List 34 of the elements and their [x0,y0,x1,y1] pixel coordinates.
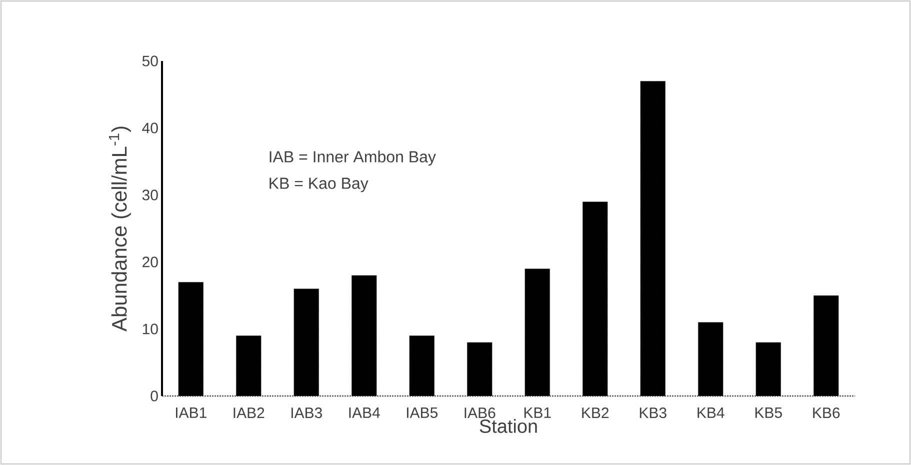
y-tick-label: 10 [142,324,158,334]
bar [582,201,608,396]
x-tick-label: IAB3 [292,408,322,418]
bar [466,342,492,396]
x-tick-label: KB4 [698,408,724,418]
x-tick-label: IAB6 [464,408,496,418]
y-tick-label: 40 [142,122,158,134]
y-tick-label: 20 [142,256,158,268]
annotation: KB = Kao Bay [270,178,368,192]
x-tick-label: IAB2 [234,408,264,418]
bar [409,335,435,396]
y-axis-title: Abundance (cell/mL$^{-1}$) [108,126,131,332]
bar [524,268,550,396]
x-axis-title: Station [480,419,537,433]
bar [178,282,204,396]
x-tick-label: IAB4 [349,408,380,418]
x-tick-label: IAB1 [176,408,206,418]
y-tick-label: 50 [142,56,158,66]
x-tick-label: IAB5 [407,408,438,418]
x-tick-label: KB3 [640,408,666,418]
bar [351,275,377,396]
bar [756,342,782,396]
bar [236,335,262,396]
bar [294,288,320,396]
bar [698,322,724,396]
bar [640,80,666,396]
annotation: IAB = Inner Ambon Bay [270,150,436,166]
x-tick-label: KB2 [582,408,609,418]
y-tick-label: 0 [150,390,158,402]
bar [813,295,839,396]
x-tick-label: KB6 [813,408,840,418]
y-tick-label: 30 [142,190,158,200]
x-tick-label: KB5 [755,408,782,418]
x-tick-label: KB1 [524,408,551,418]
